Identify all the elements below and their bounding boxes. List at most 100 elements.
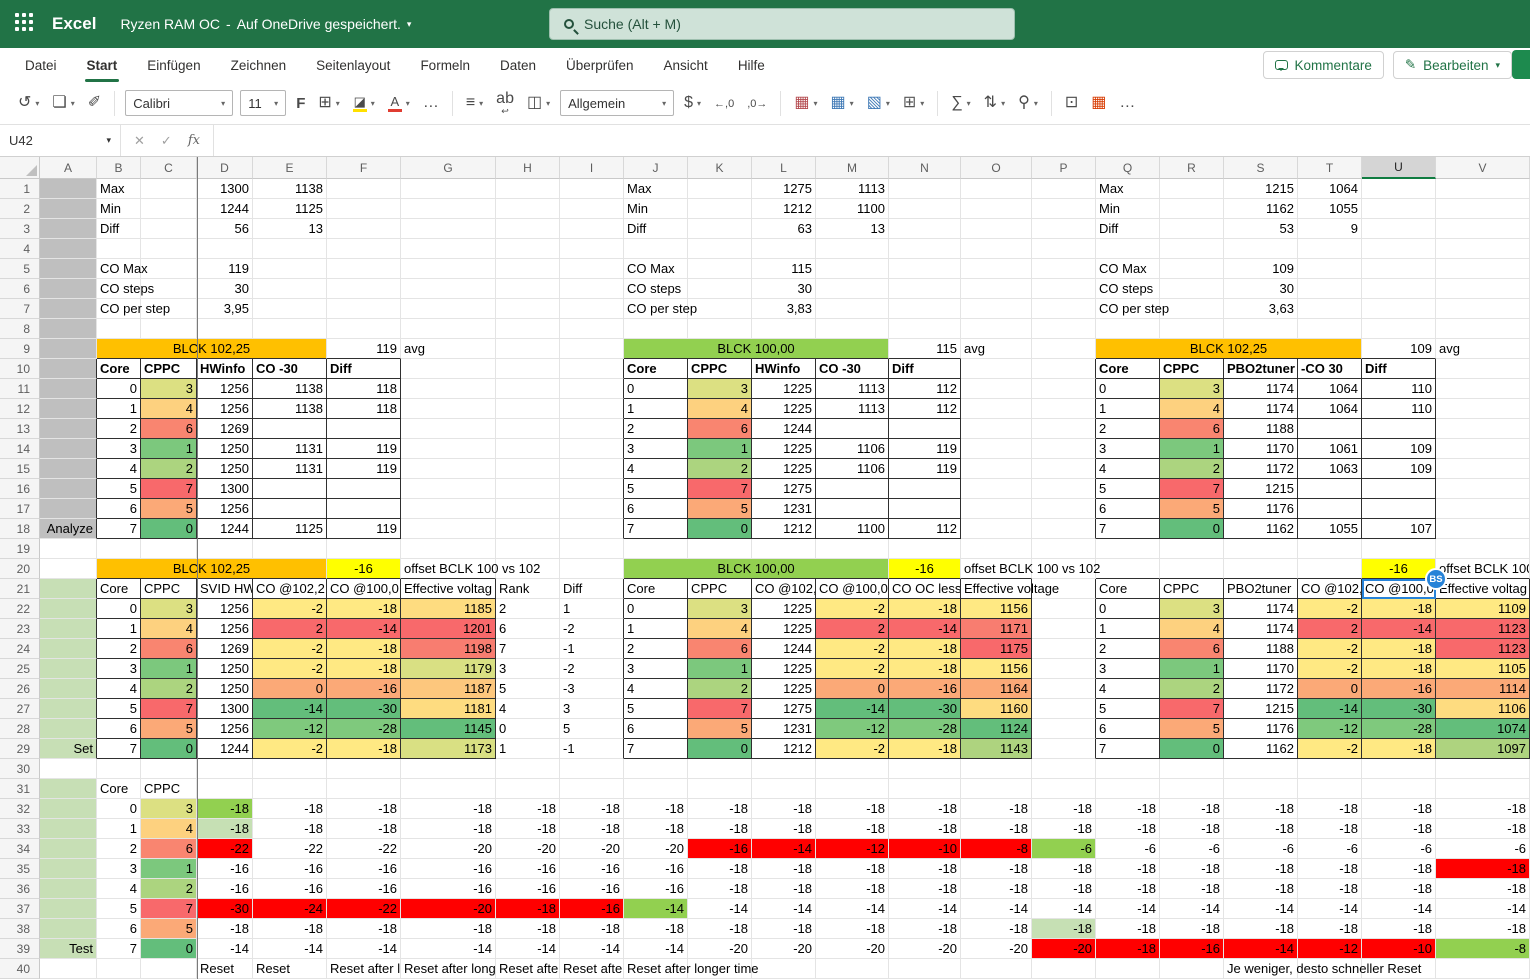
cell[interactable]	[40, 699, 97, 719]
cell[interactable]: 2	[816, 619, 889, 639]
cell[interactable]: 3	[688, 379, 752, 399]
cell[interactable]: Reset after l	[327, 959, 401, 979]
cell[interactable]: 6	[688, 419, 752, 439]
cell[interactable]	[961, 359, 1032, 379]
cell[interactable]	[560, 259, 624, 279]
cell[interactable]: 9	[1298, 219, 1362, 239]
cell[interactable]	[40, 839, 97, 859]
cell[interactable]	[401, 439, 496, 459]
cell[interactable]	[401, 259, 496, 279]
cell[interactable]: 1097	[1436, 739, 1530, 759]
cell[interactable]: 5	[1096, 699, 1160, 719]
cell[interactable]: Max	[1096, 179, 1160, 199]
cell[interactable]: 1	[560, 599, 624, 619]
cell[interactable]: 4	[141, 399, 197, 419]
cell[interactable]: 1269	[197, 419, 253, 439]
cell[interactable]: 1	[1096, 399, 1160, 419]
cell[interactable]: -18	[889, 739, 961, 759]
cell[interactable]	[688, 299, 752, 319]
cell[interactable]	[1096, 759, 1160, 779]
cell[interactable]: -18	[752, 919, 816, 939]
cell[interactable]: -18	[688, 799, 752, 819]
cell[interactable]	[1032, 679, 1096, 699]
cell[interactable]: -18	[197, 919, 253, 939]
cell[interactable]: -18	[496, 819, 560, 839]
cell[interactable]: 0	[1096, 379, 1160, 399]
cell[interactable]: -18	[1096, 919, 1160, 939]
cell[interactable]	[1362, 299, 1436, 319]
cell[interactable]: 1250	[197, 659, 253, 679]
cell[interactable]: 1105	[1436, 659, 1530, 679]
cell[interactable]: -18	[889, 819, 961, 839]
cell[interactable]	[40, 779, 97, 799]
cell[interactable]: 6	[624, 719, 688, 739]
cell[interactable]	[1160, 319, 1224, 339]
cell[interactable]	[889, 279, 961, 299]
cell[interactable]: 4	[1160, 619, 1224, 639]
cell[interactable]: 2	[97, 419, 141, 439]
cell[interactable]	[1224, 319, 1298, 339]
font-name-select[interactable]: Calibri ▾	[125, 90, 234, 116]
cell[interactable]: 1164	[961, 679, 1032, 699]
cell[interactable]: -20	[496, 839, 560, 859]
cell[interactable]: -18	[560, 819, 624, 839]
cell[interactable]: 7	[97, 519, 141, 539]
cell[interactable]: -18	[889, 659, 961, 679]
cell[interactable]: -28	[889, 719, 961, 739]
merged-cell[interactable]: BLCK 100,00	[624, 559, 889, 579]
cell[interactable]: 1156	[961, 599, 1032, 619]
merged-cell[interactable]: BLCK 102,25	[97, 559, 327, 579]
cell[interactable]	[197, 319, 253, 339]
cell[interactable]	[496, 399, 560, 419]
column-header-I[interactable]: I	[560, 157, 624, 179]
cell[interactable]: 6	[1096, 499, 1160, 519]
row-header-14[interactable]: 14	[0, 439, 40, 459]
column-header-A[interactable]: A	[40, 157, 97, 179]
cell[interactable]	[1160, 199, 1224, 219]
cell[interactable]	[1096, 959, 1160, 979]
more-commands-button[interactable]: …	[1113, 87, 1141, 119]
find-button[interactable]: ⚲ ▾	[1012, 87, 1044, 119]
cell[interactable]: 1064	[1298, 179, 1362, 199]
row-header-16[interactable]: 16	[0, 479, 40, 499]
cell[interactable]	[1160, 279, 1224, 299]
cell[interactable]: 1125	[253, 519, 327, 539]
cell[interactable]: 1174	[1224, 599, 1298, 619]
cell[interactable]: 1123	[1436, 619, 1530, 639]
cell[interactable]	[40, 179, 97, 199]
cell[interactable]	[1362, 779, 1436, 799]
cell[interactable]: -24	[253, 899, 327, 919]
cell[interactable]: -12	[253, 719, 327, 739]
cell[interactable]: -16	[327, 879, 401, 899]
cell[interactable]: -18	[327, 919, 401, 939]
cell[interactable]	[1032, 559, 1096, 579]
cell[interactable]: 5	[624, 699, 688, 719]
cell[interactable]	[401, 199, 496, 219]
cell[interactable]: 1244	[197, 199, 253, 219]
cell[interactable]: CO steps	[624, 279, 688, 299]
cell[interactable]: 7	[624, 519, 688, 539]
cell[interactable]	[889, 239, 961, 259]
cell[interactable]	[40, 879, 97, 899]
cell[interactable]	[401, 419, 496, 439]
cell[interactable]: -18	[961, 919, 1032, 939]
cell[interactable]: -18	[327, 659, 401, 679]
cell[interactable]: 0	[624, 599, 688, 619]
cell[interactable]: 1106	[816, 459, 889, 479]
cell[interactable]	[1096, 559, 1160, 579]
cell[interactable]: 119	[889, 459, 961, 479]
cell[interactable]	[1362, 239, 1436, 259]
cell[interactable]	[1160, 759, 1224, 779]
cell[interactable]: 4	[1096, 459, 1160, 479]
cell[interactable]	[1298, 559, 1362, 579]
cell[interactable]: -18	[1096, 799, 1160, 819]
cell[interactable]	[1362, 479, 1436, 499]
cell[interactable]	[496, 219, 560, 239]
cell[interactable]: 3	[141, 799, 197, 819]
cell[interactable]: -18	[816, 819, 889, 839]
cell[interactable]	[624, 319, 688, 339]
cell[interactable]: 1143	[961, 739, 1032, 759]
cell[interactable]	[253, 239, 327, 259]
cell[interactable]	[816, 759, 889, 779]
cell[interactable]	[141, 279, 197, 299]
